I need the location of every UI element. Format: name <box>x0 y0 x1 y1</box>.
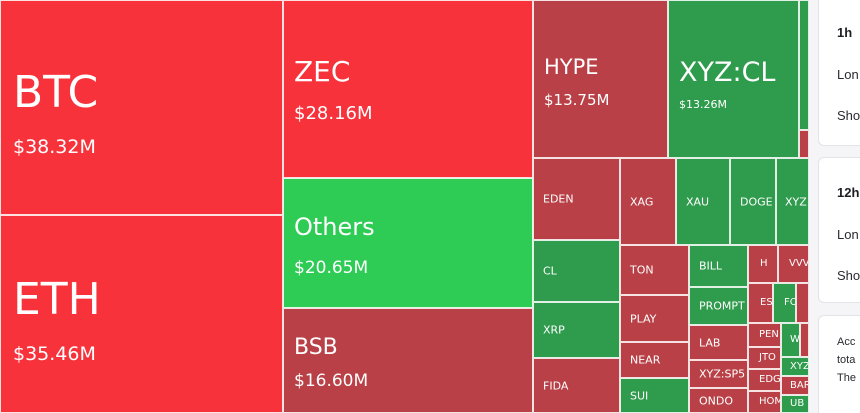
tile-xyz-small[interactable]: XYZ <box>781 357 809 376</box>
tile-btc[interactable]: BTC $38.32M <box>0 0 283 215</box>
tile-symbol: ES <box>760 297 773 308</box>
tile-ondo[interactable]: ONDO <box>689 388 748 413</box>
tile-symbol: DOGE <box>740 195 773 208</box>
tile-cl[interactable]: CL <box>533 240 620 302</box>
tile-symbol: EDG <box>759 374 781 385</box>
tile-pen[interactable]: PEN <box>748 323 781 347</box>
liquidation-treemap: BTC $38.32M ETH $35.46M ZEC $28.16M Othe… <box>0 0 809 413</box>
tile-symbol: HOM <box>759 396 781 407</box>
long-label: Lon <box>837 67 859 82</box>
short-label: Sho <box>837 108 860 123</box>
tile-symbol: SUI <box>630 389 649 402</box>
tile-h[interactable]: H <box>748 245 778 283</box>
tile-fida[interactable]: FIDA <box>533 358 620 413</box>
tile-jto[interactable]: JTO <box>748 347 781 369</box>
short-label: Sho <box>837 268 860 283</box>
summary-note-card: Acc tota The <box>818 315 860 413</box>
tile-symbol: ETH <box>13 274 101 325</box>
tile-symbol: TON <box>630 263 654 277</box>
tile-value: $28.16M <box>294 103 373 124</box>
tile-symbol: W <box>790 334 800 345</box>
tile-symbol: BAR <box>790 379 809 391</box>
tile-symbol: BILL <box>699 259 723 273</box>
tile-unlabeled[interactable] <box>800 323 809 357</box>
tile-symbol: H <box>760 258 768 269</box>
tile-unlabeled[interactable] <box>799 0 809 130</box>
tile-value: $13.75M <box>544 91 610 109</box>
tile-symbol: XAU <box>686 195 710 208</box>
tile-symbol: LAB <box>699 336 721 349</box>
tile-ton[interactable]: TON <box>620 245 689 295</box>
tile-xyz-partial[interactable]: XYZ <box>776 158 809 245</box>
tile-value: $35.46M <box>13 343 96 365</box>
tile-lab[interactable]: LAB <box>689 325 748 360</box>
tile-near[interactable]: NEAR <box>620 342 689 378</box>
period-label: 1h <box>837 25 853 40</box>
tile-value: $13.26M <box>679 98 727 111</box>
tile-value: $38.32M <box>13 136 96 158</box>
tile-symbol: Others <box>294 213 375 241</box>
tile-symbol: VVV <box>789 258 809 269</box>
tile-others[interactable]: Others $20.65M <box>283 178 533 308</box>
tile-xrp[interactable]: XRP <box>533 302 620 358</box>
tile-symbol: JTO <box>759 352 776 363</box>
tile-symbol: HYPE <box>544 55 599 79</box>
tile-bsb[interactable]: BSB $16.60M <box>283 308 533 413</box>
tile-es[interactable]: ES <box>748 283 773 323</box>
tile-xag[interactable]: XAG <box>620 158 676 245</box>
tile-hom[interactable]: HOM <box>748 391 781 413</box>
note-line: Acc <box>837 336 856 348</box>
tile-fo[interactable]: FO <box>773 283 796 323</box>
tile-symbol: XYZ:CL <box>679 57 776 88</box>
tile-symbol: BTC <box>13 67 99 118</box>
tile-xyz-cl[interactable]: XYZ:CL $13.26M <box>668 0 799 158</box>
summary-card-1h[interactable]: 1h Lon Sho <box>818 0 860 146</box>
tile-unlabeled[interactable] <box>796 283 809 323</box>
tile-doge[interactable]: DOGE <box>730 158 776 245</box>
note-line: tota <box>837 354 856 366</box>
tile-symbol: PLAY <box>630 312 657 325</box>
tile-symbol: ONDO <box>699 394 734 407</box>
tile-ub[interactable]: UB <box>781 395 809 413</box>
tile-w[interactable]: W <box>781 323 800 357</box>
period-label: 12h <box>837 185 860 200</box>
tile-bar[interactable]: BAR <box>781 376 809 395</box>
tile-symbol: XYZ <box>790 360 809 372</box>
tile-symbol: XYZ:SP5 <box>699 367 746 381</box>
tile-symbol: CL <box>543 264 557 278</box>
tile-edg[interactable]: EDG <box>748 369 781 391</box>
tile-value: $16.60M <box>294 371 369 391</box>
tile-xau[interactable]: XAU <box>676 158 730 245</box>
tile-xyz-sp5[interactable]: XYZ:SP5 <box>689 360 748 388</box>
summary-card-12h[interactable]: 12h Lon Sho <box>818 157 860 303</box>
tile-symbol: XYZ <box>785 195 807 208</box>
tile-symbol: FO <box>784 297 795 308</box>
liquidation-summary-panel: 1h Lon Sho 12h Lon Sho Acc tota The <box>818 0 860 413</box>
tile-bill[interactable]: BILL <box>689 245 748 287</box>
tile-play[interactable]: PLAY <box>620 295 689 342</box>
tile-unlabeled[interactable] <box>799 130 809 158</box>
tile-symbol: NEAR <box>630 353 661 367</box>
tile-symbol: UB <box>790 398 805 409</box>
tile-symbol: PROMPT <box>699 299 745 313</box>
tile-zec[interactable]: ZEC $28.16M <box>283 0 533 178</box>
tile-eth[interactable]: ETH $35.46M <box>0 215 283 413</box>
tile-sui[interactable]: SUI <box>620 378 689 413</box>
tile-value: $20.65M <box>294 258 369 278</box>
long-label: Lon <box>837 227 859 242</box>
tile-symbol: BSB <box>294 335 338 360</box>
tile-eden[interactable]: EDEN <box>533 158 620 240</box>
tile-symbol: FIDA <box>543 379 569 392</box>
tile-prompt[interactable]: PROMPT <box>689 287 748 325</box>
tile-hype[interactable]: HYPE $13.75M <box>533 0 668 158</box>
tile-vvv[interactable]: VVV <box>778 245 809 283</box>
tile-symbol: XRP <box>543 323 565 337</box>
tile-symbol: EDEN <box>543 192 574 206</box>
tile-symbol: XAG <box>630 195 654 208</box>
tile-symbol: PEN <box>759 329 779 340</box>
tile-symbol: ZEC <box>294 55 351 88</box>
note-line: The <box>837 372 856 384</box>
